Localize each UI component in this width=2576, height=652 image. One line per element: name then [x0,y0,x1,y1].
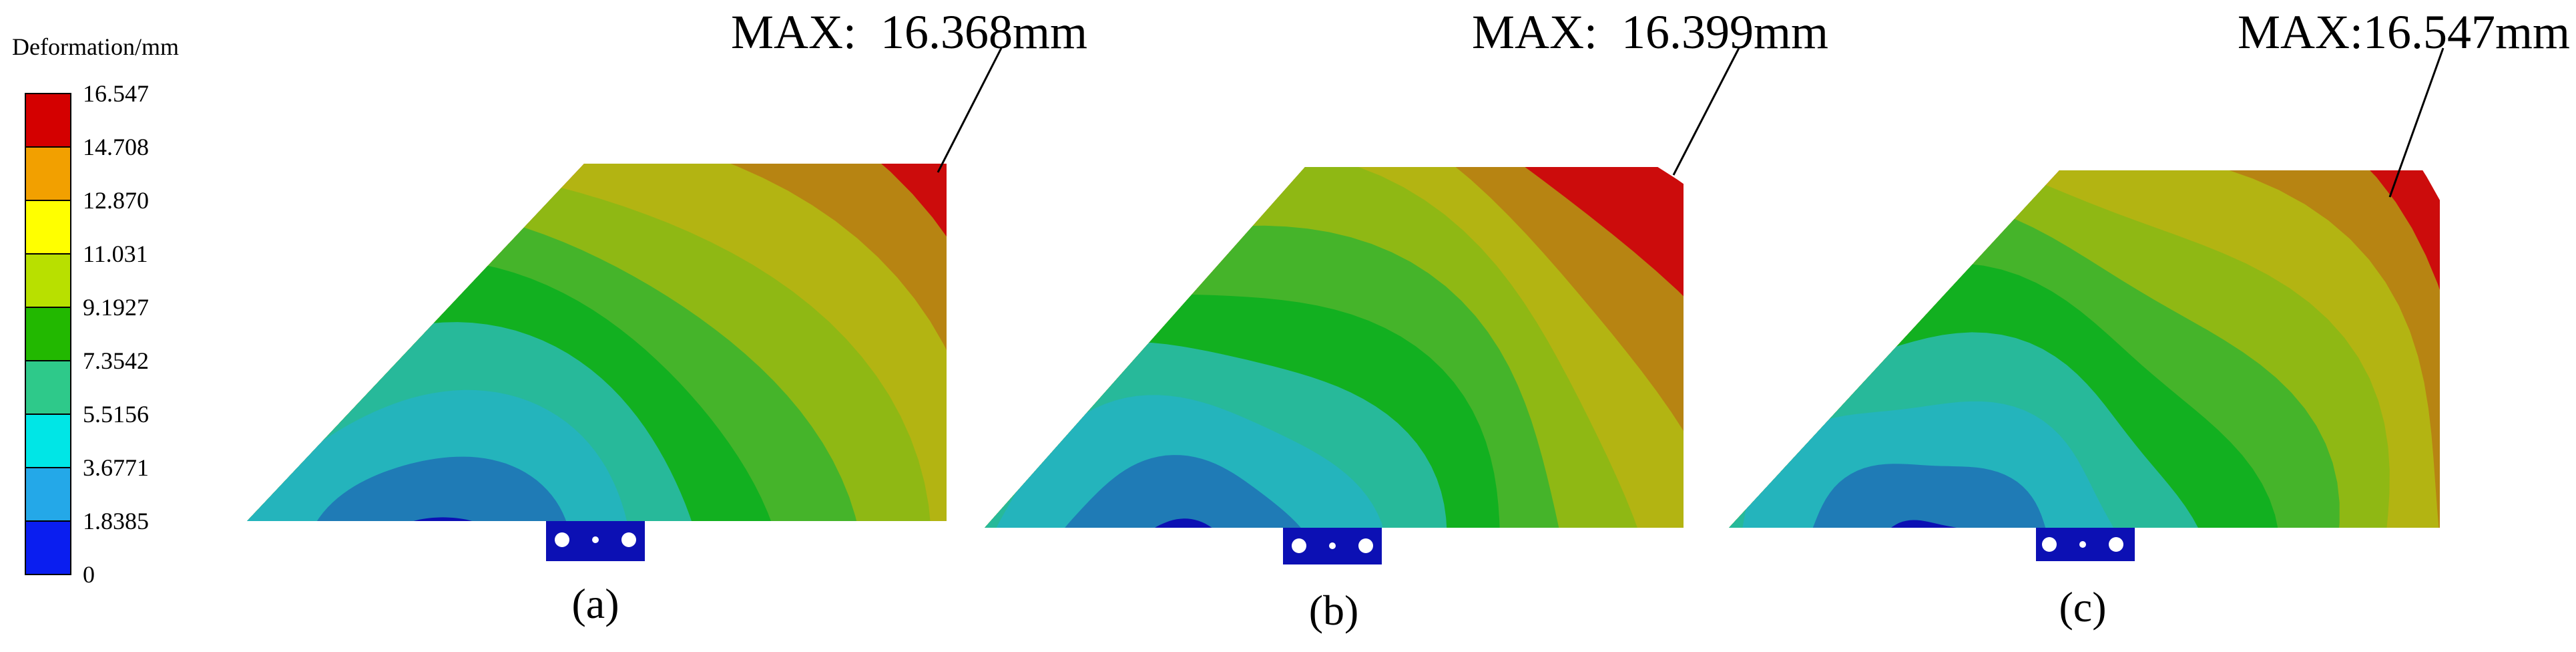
contour-plot-a [247,164,947,521]
legend-tick-5: 7.3542 [83,347,149,374]
max-leader-line-a [937,47,1003,173]
legend-tick-4: 9.1927 [83,294,149,321]
panel-label-b: (b) [1309,587,1359,634]
bolt-hole-c-3 [2109,537,2123,552]
legend-color-bar [25,93,71,575]
legend-tick-2: 12.870 [83,187,149,214]
max-leader-line-c [2388,47,2444,198]
max-label-c: MAX:16.547mm [2238,5,2570,59]
legend-tick-8: 1.8385 [83,508,149,534]
contour-band-1 [303,456,573,521]
panel-label-a: (a) [571,580,619,627]
bolt-hole-c-2 [2079,541,2086,548]
legend-tick-1: 14.708 [83,134,149,160]
legend-tick-7: 3.6771 [83,454,149,481]
contour-band-0 [1857,520,1993,528]
legend-title: Deformation/mm [12,33,179,60]
bolt-hole-c-1 [2042,537,2057,552]
bolt-hole-b-2 [1329,542,1336,549]
bolt-hole-a-3 [621,532,636,547]
bolt-hole-a-1 [555,532,569,547]
legend-swatch-3 [25,253,71,308]
legend-swatch-4 [25,307,71,361]
legend-tick-9: 0 [83,561,95,588]
bolt-hole-a-2 [592,536,599,543]
legend-swatch-0 [25,93,71,148]
bolt-hole-b-1 [1292,538,1306,553]
legend-tick-6: 5.5156 [83,401,149,428]
max-leader-line-b [1672,47,1740,176]
legend-tick-3: 11.031 [83,240,148,267]
panel-a: MAX: 16.368mm (a) [247,5,1087,627]
bolt-hole-b-3 [1358,538,1373,553]
legend: Deformation/mm 16.547 14.708 12.870 11.031 9… [12,33,179,588]
panel-label-c: (c) [2059,583,2106,631]
legend-swatch-5 [25,360,71,415]
contour-band-0 [375,517,511,521]
legend-swatch-8 [25,520,71,575]
contour-band-1 [1039,455,1322,528]
max-label-b: MAX: 16.399mm [1472,5,1828,59]
legend-ticks: 16.547 14.708 12.870 11.031 9.1927 7.3542 5.51… [83,80,149,588]
legend-swatch-6 [25,414,71,468]
max-label-a: MAX: 16.368mm [731,5,1087,59]
legend-swatch-1 [25,146,71,201]
legend-swatch-2 [25,200,71,255]
legend-swatch-7 [25,467,71,522]
legend-tick-0: 16.547 [83,80,149,107]
contour-band-0 [1109,518,1251,528]
